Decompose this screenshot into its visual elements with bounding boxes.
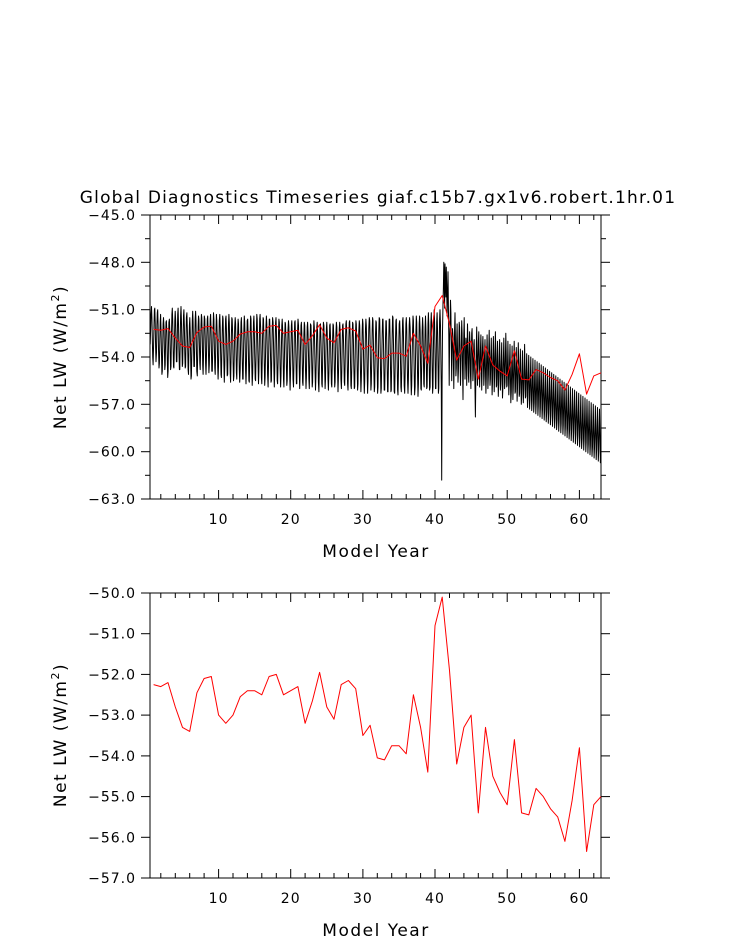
x-tick-labels: 10 20 30 40 50 60 [209, 512, 589, 528]
y-tick-label: −51.0 [88, 627, 136, 643]
y-tick-label: −48.0 [88, 255, 136, 271]
y-axis-label-close: ) [51, 285, 71, 293]
chart-title: Global Diagnostics Timeseries giaf.c15b7… [80, 188, 676, 208]
x-tick-label: 60 [569, 512, 589, 528]
y-axis-label-sup: 2 [49, 293, 62, 302]
y-axis-label-close: ) [51, 663, 71, 671]
y-tick-label: −52.0 [88, 667, 136, 683]
x-tick-label: 50 [497, 891, 517, 907]
plot-frame [149, 592, 602, 879]
x-tick-label: 20 [281, 512, 301, 528]
y-tick-label: −50.0 [88, 586, 136, 602]
y-axis-label-sup: 2 [49, 671, 62, 680]
y-tick-label: −57.0 [88, 397, 136, 413]
y-tick-label: −54.0 [88, 749, 136, 765]
y-tick-label: −57.0 [88, 871, 136, 887]
y-tick-labels: −57.0 −56.0 −55.0 −54.0 −53.0 −52.0 −51.0 −50.0 [88, 586, 136, 887]
series-annual-mean-line [153, 295, 602, 395]
x-tick-label: 10 [209, 891, 229, 907]
tick-marks [141, 592, 610, 879]
x-axis-label: Model Year [322, 921, 429, 941]
y-axis-label: Net LW (W/m2) [49, 285, 71, 429]
x-axis-label: Model Year [322, 542, 429, 562]
y-tick-label: −45.0 [88, 208, 136, 224]
x-tick-label: 50 [497, 512, 517, 528]
y-axis-label-main: Net LW (W/m [51, 680, 71, 808]
x-tick-label: 60 [569, 891, 589, 907]
x-tick-label: 20 [281, 891, 301, 907]
x-tick-label: 10 [209, 512, 229, 528]
y-tick-label: −54.0 [88, 350, 136, 366]
y-tick-label: −51.0 [88, 303, 136, 319]
bottom-panel: −57.0 −56.0 −55.0 −54.0 −53.0 −52.0 −51.0 −50.0… [49, 586, 610, 941]
y-tick-label: −53.0 [88, 708, 136, 724]
y-axis-label-main: Net LW (W/m [51, 302, 71, 430]
y-tick-label: −56.0 [88, 830, 136, 846]
tick-marks [141, 214, 610, 500]
y-axis-label: Net LW (W/m2) [49, 663, 71, 807]
x-tick-labels: 10 20 30 40 50 60 [209, 891, 589, 907]
series-annual-mean-line [153, 596, 602, 852]
x-tick-label: 30 [353, 891, 373, 907]
top-panel: Global Diagnostics Timeseries giaf.c15b7… [49, 188, 676, 562]
series-group [153, 596, 602, 852]
series-group [149, 261, 602, 481]
y-tick-labels: −63.0 −60.0 −57.0 −54.0 −51.0 −48.0 −45.0 [88, 208, 136, 508]
x-tick-label: 40 [425, 512, 445, 528]
x-tick-label: 30 [353, 512, 373, 528]
y-tick-label: −55.0 [88, 790, 136, 806]
y-tick-label: −60.0 [88, 445, 136, 461]
y-tick-label: −63.0 [88, 492, 136, 508]
x-tick-label: 40 [425, 891, 445, 907]
series-monthly-line [149, 261, 602, 481]
